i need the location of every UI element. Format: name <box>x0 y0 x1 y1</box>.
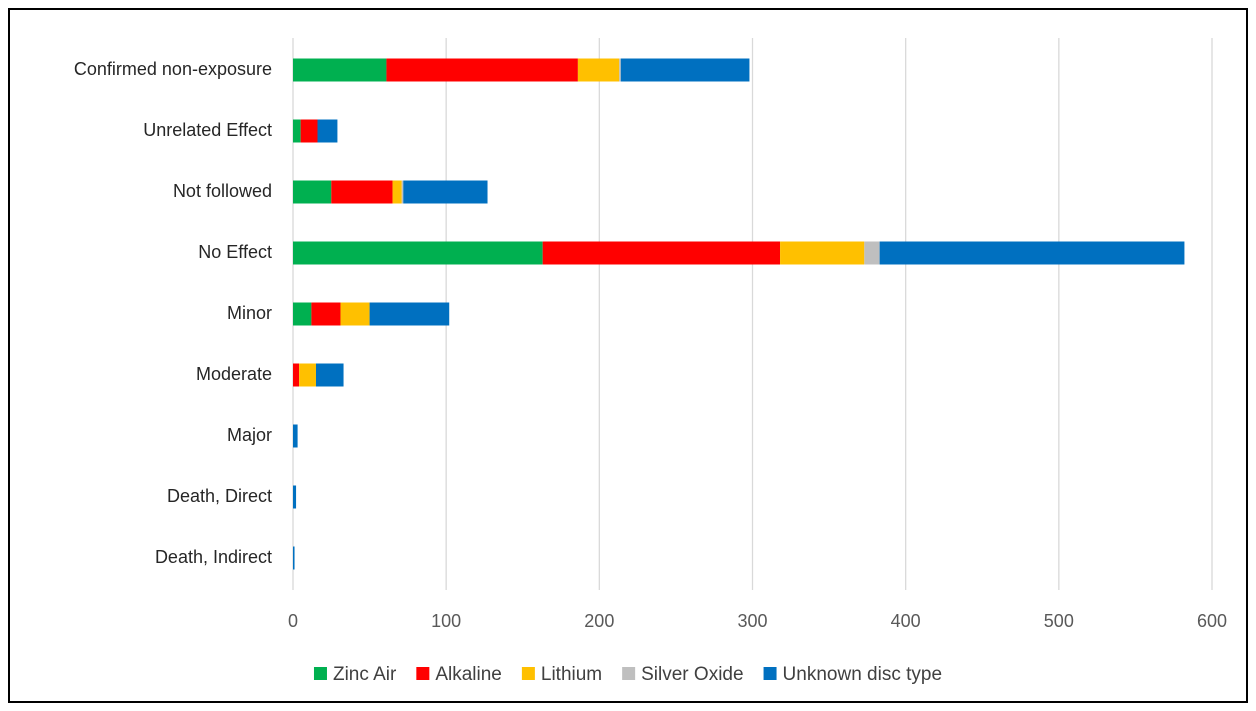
x-tick-label: 600 <box>1197 611 1227 631</box>
bar-segment <box>879 241 1185 265</box>
legend-swatch <box>313 667 327 680</box>
bar-segment <box>293 424 298 448</box>
y-tick-label: Confirmed non-exposure <box>74 59 272 79</box>
x-tick-label: 500 <box>1044 611 1074 631</box>
bar-segment <box>293 180 332 204</box>
legend-swatch <box>521 667 535 680</box>
bar-segment <box>293 119 301 143</box>
bar-segment <box>293 241 543 265</box>
y-tick-label: Not followed <box>173 181 272 201</box>
y-tick-label: Minor <box>227 303 272 323</box>
bar-segment <box>542 241 781 265</box>
bar-segment <box>369 302 450 326</box>
y-tick-label: Moderate <box>196 364 272 384</box>
bar-segment <box>577 58 620 82</box>
x-tick-label: 300 <box>737 611 767 631</box>
chart-border <box>8 8 1248 703</box>
bar-segment <box>299 363 316 387</box>
legend-swatch <box>763 667 777 680</box>
y-tick-label: Death, Indirect <box>155 547 272 567</box>
bar-segment <box>331 180 393 204</box>
bar-segment <box>300 119 318 143</box>
bar-segment <box>340 302 370 326</box>
legend-label: Zinc Air <box>333 664 397 685</box>
bar-segment <box>864 241 880 265</box>
legend-label: Lithium <box>541 664 602 685</box>
bar-segment <box>293 302 312 326</box>
bar-segment <box>293 546 295 570</box>
bar-segment <box>619 58 621 82</box>
x-tick-label: 100 <box>431 611 461 631</box>
bar-segment <box>311 302 341 326</box>
y-tick-label: Death, Direct <box>167 486 272 506</box>
legend-swatch <box>416 667 430 680</box>
bar-segment <box>386 58 578 82</box>
y-tick-label: No Effect <box>198 242 272 262</box>
y-tick-label: Major <box>227 425 272 445</box>
y-tick-label: Unrelated Effect <box>143 120 272 140</box>
bar-segment <box>293 485 297 509</box>
legend-swatch <box>622 667 636 680</box>
legend-label: Alkaline <box>435 664 502 685</box>
x-tick-label: 0 <box>288 611 298 631</box>
bar-segment <box>392 180 402 204</box>
bar-segment <box>317 119 338 143</box>
bar-segment <box>293 363 300 387</box>
bar-segment <box>780 241 865 265</box>
legend-label: Silver Oxide <box>641 664 743 685</box>
bar-segment <box>401 180 404 204</box>
legend-label: Unknown disc type <box>783 664 942 685</box>
bar-segment <box>403 180 488 204</box>
bar-segment <box>315 363 344 387</box>
bar-segment <box>293 58 387 82</box>
x-tick-label: 400 <box>891 611 921 631</box>
bar-segment <box>620 58 750 82</box>
x-tick-label: 200 <box>584 611 614 631</box>
